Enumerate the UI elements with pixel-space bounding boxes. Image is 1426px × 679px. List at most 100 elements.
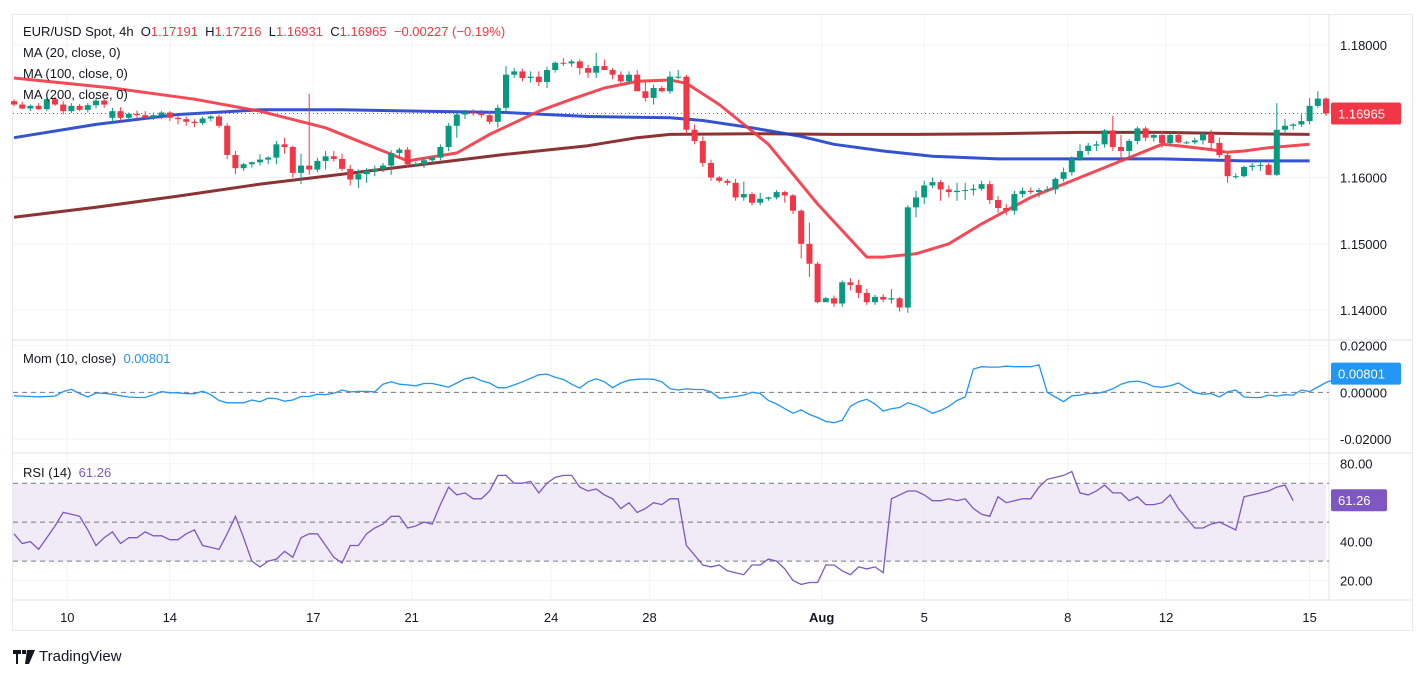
candle [1011, 190, 1018, 215]
candle-body [527, 76, 534, 79]
candle-body [675, 76, 682, 78]
candle [527, 71, 534, 83]
candle-body [790, 195, 796, 211]
candle [732, 178, 739, 201]
candle [1265, 162, 1272, 175]
candle-body [560, 62, 567, 64]
rsi-band [13, 482, 1329, 562]
candle [11, 99, 17, 107]
momentum-pane [13, 364, 1351, 424]
close-value: 1.16965 [339, 24, 387, 39]
candle-body [1183, 142, 1190, 144]
candle [175, 115, 181, 125]
candle [134, 110, 140, 120]
momentum-tick-label: 0.02000 [1340, 339, 1387, 354]
candle-body [1142, 128, 1149, 138]
candle-body [232, 154, 239, 169]
candle-body [199, 118, 206, 124]
candle-body [1257, 164, 1264, 166]
candle-body [535, 76, 542, 82]
candle [412, 161, 419, 167]
symbol-title: EUR/USD Spot, 4h [23, 24, 134, 39]
candle-body [962, 190, 969, 192]
candle [839, 280, 846, 307]
candle-body [1085, 145, 1092, 151]
candle-body [1036, 190, 1042, 193]
x-tick-label: 12 [1159, 610, 1173, 625]
candle [322, 150, 329, 170]
rsi-legend[interactable]: RSI (14) 61.26 [23, 465, 111, 480]
candle [1027, 187, 1034, 195]
candle-body [1273, 129, 1280, 175]
candle [921, 180, 928, 205]
rsi-badge [1331, 489, 1387, 512]
candle [1183, 141, 1190, 145]
candle [904, 205, 911, 313]
candle-body [609, 70, 616, 75]
tradingview-logo[interactable]: TradingView [13, 648, 122, 665]
candle-body [11, 101, 17, 105]
candle [790, 194, 796, 214]
ma200-line [13, 130, 1310, 219]
candle-body [1241, 166, 1247, 177]
candle [60, 101, 67, 115]
candle-body [1224, 154, 1231, 177]
candle [962, 182, 969, 201]
candle-body [248, 162, 255, 165]
candle-body [765, 197, 772, 199]
candle [306, 93, 313, 175]
candle [1126, 139, 1133, 158]
candle [617, 71, 624, 84]
candle [847, 278, 854, 291]
candle [183, 116, 190, 126]
candle-body [683, 76, 690, 130]
candle-body [347, 168, 354, 180]
candle-body [1265, 164, 1272, 175]
candle [224, 123, 231, 159]
candle [978, 180, 985, 191]
candle-body [101, 100, 108, 105]
ma20-legend[interactable]: MA (20, close, 0) [23, 45, 121, 60]
candle-body [978, 184, 985, 189]
candle [1216, 137, 1223, 158]
symbol-legend: EUR/USD Spot, 4h O1.17191 H1.17216 L1.16… [23, 24, 505, 39]
momentum-legend[interactable]: Mom (10, close) 0.00801 [23, 351, 170, 366]
candle [1298, 114, 1305, 128]
x-tick-label: 5 [921, 610, 928, 625]
price-badge [1331, 102, 1401, 125]
candle [511, 68, 518, 79]
candle [601, 59, 608, 71]
candle [568, 59, 575, 67]
candle-body [429, 157, 436, 161]
candle [273, 141, 280, 165]
candle [675, 70, 682, 80]
candle [585, 64, 591, 79]
candle-body [724, 180, 731, 183]
candle [101, 98, 108, 108]
candle [642, 81, 649, 102]
candle [232, 150, 239, 175]
candle [863, 288, 870, 305]
axes: 10 14 17 21 24 28 Aug 5 8 12 15 1.18000 1.16000 1.150… [60, 38, 1401, 625]
candle-body [1159, 135, 1165, 144]
candle-body [1314, 98, 1321, 106]
candle-body [93, 100, 99, 106]
ma200-legend[interactable]: MA (200, close, 0) [23, 87, 128, 102]
candle [35, 103, 42, 110]
candle-body [519, 71, 526, 79]
candle-body [216, 116, 222, 126]
candle [1257, 160, 1264, 171]
candle-body [831, 298, 837, 304]
candle-body [716, 177, 723, 181]
ma100-legend[interactable]: MA (100, close, 0) [23, 66, 128, 81]
candle-body [954, 190, 960, 193]
candle [519, 68, 526, 82]
candle-body [1290, 124, 1297, 126]
candle [388, 150, 395, 175]
candle [798, 209, 805, 259]
high-label: H [205, 24, 215, 39]
candle [954, 182, 960, 201]
price-tick-label: 1.18000 [1340, 38, 1387, 53]
open-value: 1.17191 [150, 24, 198, 39]
